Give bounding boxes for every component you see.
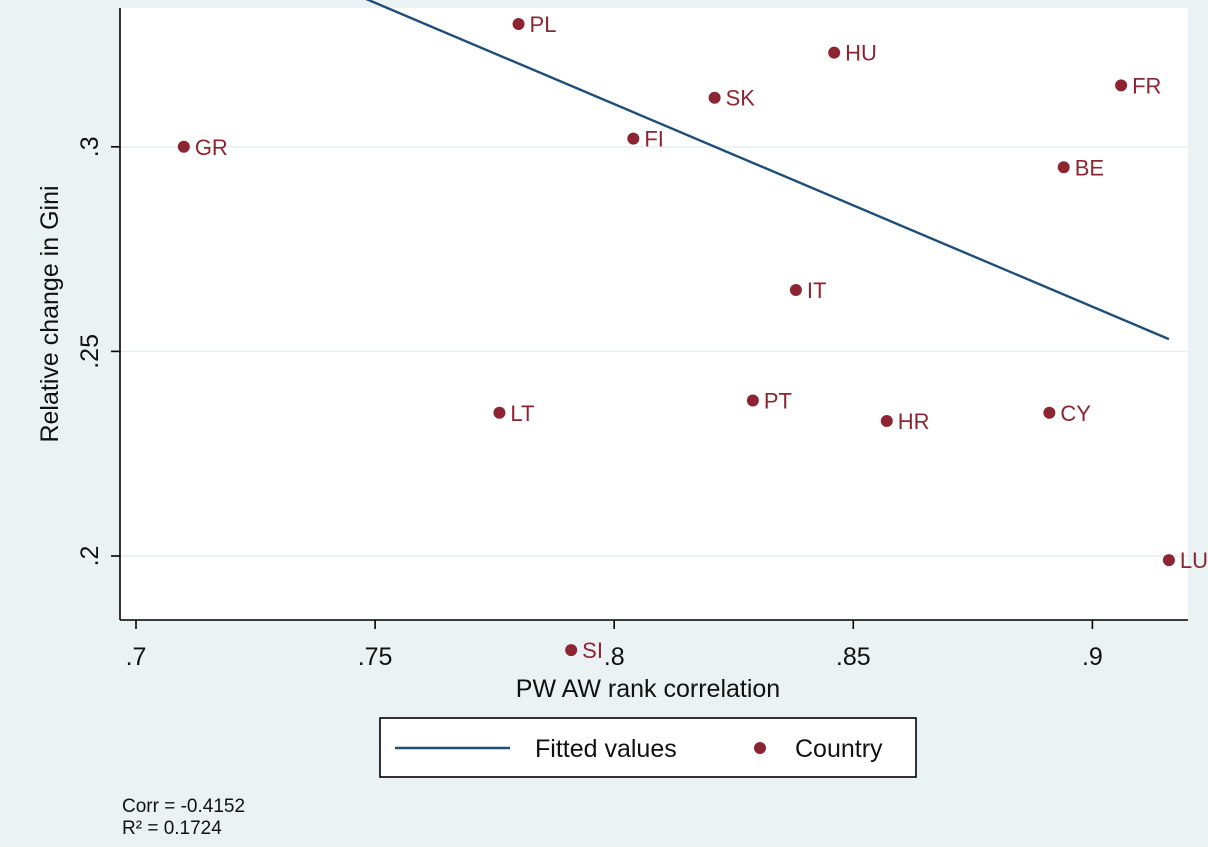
scatter-point-gr: GR <box>177 135 228 160</box>
point-label: SI <box>582 638 603 663</box>
point-marker <box>789 284 802 297</box>
r2-annotation: R² = 0.1724 <box>122 818 222 839</box>
point-label: CY <box>1060 401 1091 426</box>
fitted-line-layer <box>365 0 1170 341</box>
point-label: PL <box>530 12 557 37</box>
x-tick-label: .8 <box>604 643 625 671</box>
y-ticks: .2.25.3.35.4.45 <box>76 136 120 567</box>
point-marker <box>1162 554 1175 567</box>
y-tick-label: .2 <box>76 546 104 567</box>
point-label: HU <box>845 41 877 66</box>
point-label: LT <box>510 401 534 426</box>
y-tick-label: .3 <box>76 136 104 157</box>
scatter-point-pt: PT <box>746 389 792 414</box>
point-marker <box>627 132 640 145</box>
x-tick-label: .9 <box>1082 643 1103 671</box>
point-marker <box>828 46 841 59</box>
scatter-point-si: SI <box>565 638 603 663</box>
axes <box>119 8 1188 621</box>
grid-lines <box>120 146 1188 557</box>
legend-marker-swatch <box>754 742 766 754</box>
point-marker <box>746 394 759 407</box>
point-marker <box>1115 79 1128 92</box>
point-label: PT <box>764 389 792 414</box>
point-marker <box>177 140 190 153</box>
fitted-line <box>365 0 1170 341</box>
scatter-point-hr: HR <box>880 409 930 434</box>
scatter-point-it: IT <box>789 278 827 303</box>
point-label: GR <box>195 135 228 160</box>
scatter-point-cy: CY <box>1043 401 1091 426</box>
x-axis-title: PW AW rank correlation <box>516 675 780 703</box>
scatter-point-sk: SK <box>708 86 756 111</box>
scatter-point-pl: PL <box>512 12 557 37</box>
scatter-point-lu: LU <box>1162 548 1208 573</box>
x-tick-label: .85 <box>836 643 871 671</box>
point-label: FI <box>644 127 664 152</box>
point-label: SK <box>726 86 756 111</box>
point-marker <box>880 414 893 427</box>
point-marker <box>1043 406 1056 419</box>
corr-annotation: Corr = -0.4152 <box>122 796 245 817</box>
y-tick-label: .25 <box>76 334 104 369</box>
point-marker <box>512 18 525 31</box>
scatter-point-hu: HU <box>828 41 877 66</box>
point-label: LU <box>1180 548 1208 573</box>
x-tick-label: .75 <box>358 643 393 671</box>
point-label: IT <box>807 278 827 303</box>
x-ticks: .7 .75 .8 .85 .9 <box>126 620 1103 671</box>
y-axis-title: Relative change in Gini <box>36 185 64 442</box>
legend-label-country: Country <box>795 735 883 763</box>
point-label: BE <box>1075 155 1104 180</box>
legend: Fitted values Country <box>379 717 917 778</box>
point-label: HR <box>898 409 930 434</box>
point-marker <box>1057 161 1070 174</box>
scatter-point-fr: FR <box>1115 73 1161 98</box>
point-marker <box>493 406 506 419</box>
point-marker <box>708 91 721 104</box>
x-tick-label: .7 <box>126 643 147 671</box>
scatter-point-be: BE <box>1057 155 1104 180</box>
plot-area <box>120 8 1188 620</box>
scatter-point-fi: FI <box>627 127 664 152</box>
point-label: FR <box>1132 73 1161 98</box>
legend-label-fitted: Fitted values <box>535 735 677 763</box>
point-marker <box>565 644 578 657</box>
points-layer: ATNLEEDELVPLHUFRSKFIGRBEITPTLTCYHRLUSI <box>177 12 1208 663</box>
scatter-point-lt: LT <box>493 401 534 426</box>
